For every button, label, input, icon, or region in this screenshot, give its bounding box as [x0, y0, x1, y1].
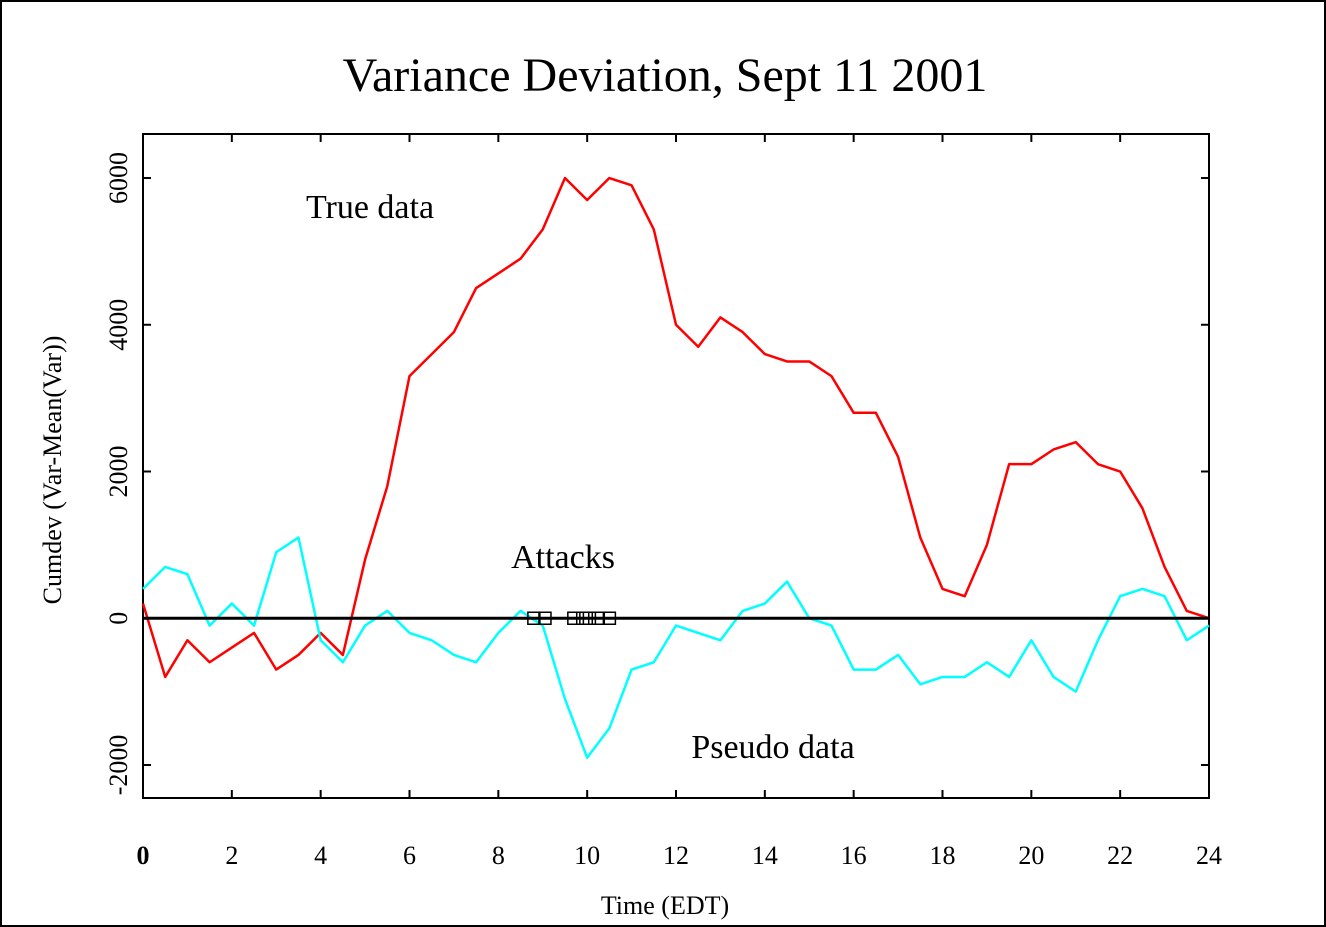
- x-tick-label: 16: [841, 841, 867, 870]
- data-line: [141, 176, 1210, 679]
- y-tick-label: 4000: [104, 299, 133, 351]
- attack-marker: [602, 611, 617, 625]
- attack-marker: [527, 611, 541, 625]
- x-tick-label: 18: [930, 841, 956, 870]
- y-tick-label: 2000: [104, 446, 133, 498]
- x-tick-label: 0: [137, 841, 150, 870]
- attacks-label: Attacks: [511, 539, 615, 576]
- series-label: Pseudo data: [691, 729, 854, 766]
- data-line: [142, 536, 1210, 759]
- x-tick-label: 24: [1196, 841, 1222, 870]
- y-tick-label: 6000: [104, 152, 133, 204]
- chart-title: Variance Deviation, Sept 11 2001: [343, 49, 988, 102]
- y-tick-label: -2000: [104, 735, 133, 796]
- x-tick-label: 6: [403, 841, 416, 870]
- x-tick-label: 10: [574, 841, 600, 870]
- attack-marker: [538, 611, 552, 625]
- x-axis-label: Time (EDT): [601, 891, 729, 920]
- x-tick-label: 22: [1107, 841, 1133, 870]
- attack-marker: [567, 611, 581, 625]
- x-tick-label: 2: [225, 841, 238, 870]
- y-tick-label: 0: [104, 612, 133, 625]
- x-tick-label: 4: [314, 841, 327, 870]
- x-tick-label: 12: [663, 841, 689, 870]
- x-tick-label: 8: [492, 841, 505, 870]
- x-tick-label: 14: [752, 841, 778, 870]
- x-tick-label: 20: [1018, 841, 1044, 870]
- attack-marker: [582, 611, 597, 625]
- series-label: True data: [306, 189, 434, 226]
- attack-marker: [591, 611, 606, 625]
- y-axis-label: Cumdev (Var-Mean(Var)): [38, 336, 67, 605]
